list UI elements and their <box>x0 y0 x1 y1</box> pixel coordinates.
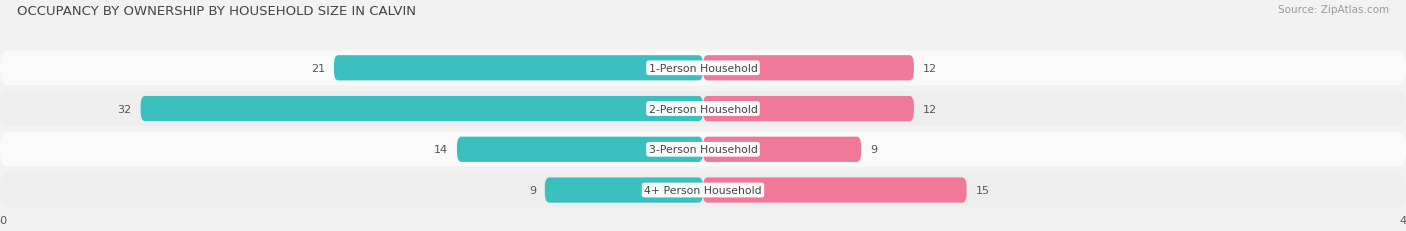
FancyBboxPatch shape <box>703 56 914 81</box>
FancyBboxPatch shape <box>0 132 1406 167</box>
FancyBboxPatch shape <box>0 92 1406 126</box>
Text: 4+ Person Household: 4+ Person Household <box>644 185 762 195</box>
FancyBboxPatch shape <box>0 51 1406 86</box>
FancyBboxPatch shape <box>457 137 703 162</box>
Text: 12: 12 <box>922 104 936 114</box>
FancyBboxPatch shape <box>703 97 914 122</box>
FancyBboxPatch shape <box>703 178 967 203</box>
Text: 15: 15 <box>976 185 990 195</box>
Text: 3-Person Household: 3-Person Household <box>648 145 758 155</box>
Text: 12: 12 <box>922 64 936 73</box>
Text: 9: 9 <box>870 145 877 155</box>
FancyBboxPatch shape <box>703 137 860 162</box>
FancyBboxPatch shape <box>141 97 703 122</box>
Text: 32: 32 <box>118 104 132 114</box>
Text: 2-Person Household: 2-Person Household <box>648 104 758 114</box>
Text: OCCUPANCY BY OWNERSHIP BY HOUSEHOLD SIZE IN CALVIN: OCCUPANCY BY OWNERSHIP BY HOUSEHOLD SIZE… <box>17 5 416 18</box>
Text: 1-Person Household: 1-Person Household <box>648 64 758 73</box>
Text: 14: 14 <box>434 145 449 155</box>
Text: 21: 21 <box>311 64 325 73</box>
FancyBboxPatch shape <box>335 56 703 81</box>
Text: 9: 9 <box>529 185 536 195</box>
FancyBboxPatch shape <box>0 173 1406 207</box>
FancyBboxPatch shape <box>546 178 703 203</box>
Text: Source: ZipAtlas.com: Source: ZipAtlas.com <box>1278 5 1389 15</box>
